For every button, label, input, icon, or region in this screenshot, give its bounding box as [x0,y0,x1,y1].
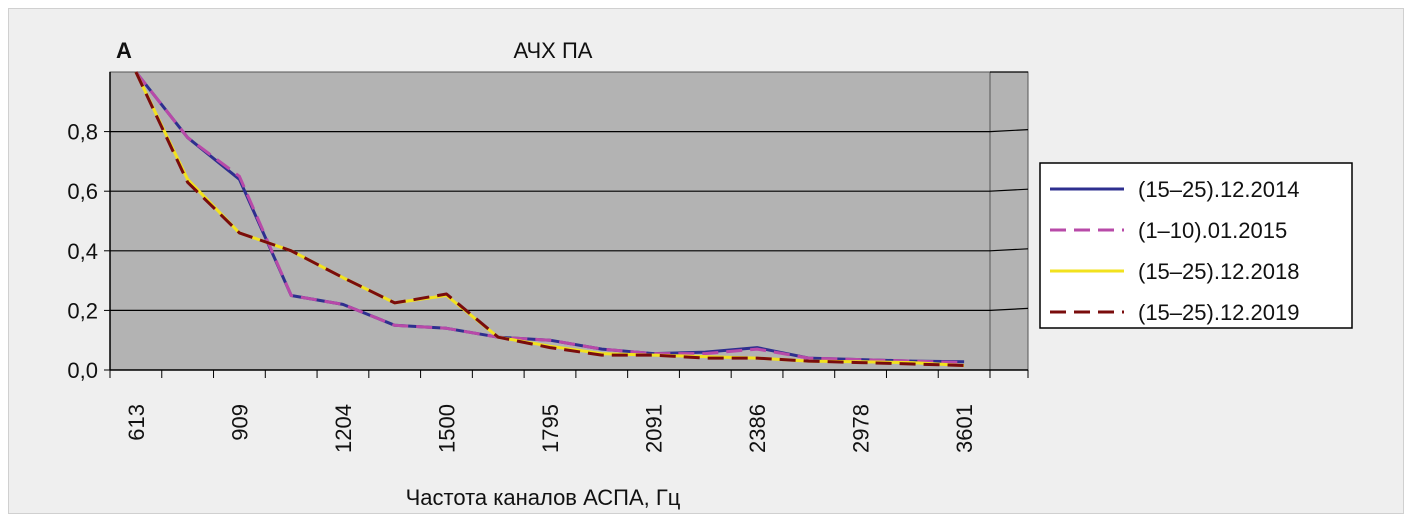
legend-label: (15–25).12.2019 [1138,300,1299,325]
plot-area [109,71,991,371]
x-tick-label: 1500 [434,404,459,453]
x-tick-label: 2091 [642,404,667,453]
legend-label: (15–25).12.2018 [1138,259,1299,284]
x-tick-label: 909 [227,404,252,441]
legend: (15–25).12.2014 (1–10).01.2015 (15–25).12.… [1039,162,1353,329]
y-tick-label: 0,4 [67,239,98,264]
y-tick-label: 0,0 [67,358,98,383]
y-axis-label: A [116,38,132,63]
y-tick-label: 0,2 [67,298,98,323]
y-tick-label: 0,6 [67,179,98,204]
x-tick-label: 3601 [952,404,977,453]
series-line-2 [134,71,965,365]
x-tick-label: 1204 [331,404,356,453]
plot-side-wall [989,71,1029,371]
x-tick-label: 613 [124,404,149,441]
gridline-side [989,188,1029,192]
legend-label: (15–25).12.2014 [1138,177,1299,202]
gridline-side [989,307,1029,311]
x-tick-label: 2386 [745,404,770,453]
legend-label: (1–10).01.2015 [1138,218,1287,243]
x-tick-label: 2978 [849,404,874,453]
x-tick-label: 1795 [538,404,563,453]
chart-title: АЧХ ПА [514,38,593,63]
y-tick-label: 0,8 [67,120,98,145]
x-axis-label: Частота каналов АСПА, Гц [406,485,681,510]
series-line-4 [134,71,965,367]
gridline-side [989,248,1029,252]
gridline-side [989,129,1029,133]
